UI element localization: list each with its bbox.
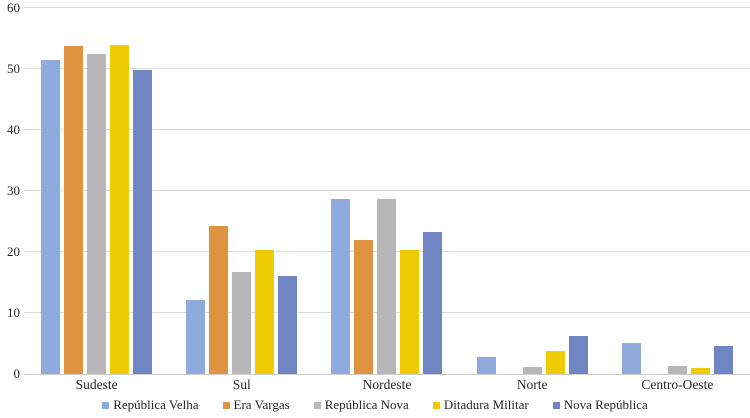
bar-república-velha-sul bbox=[186, 299, 206, 374]
bar-república-velha-centro-oeste bbox=[621, 342, 641, 374]
gridline-y-50 bbox=[24, 68, 750, 69]
y-tick-label-0: 0 bbox=[13, 366, 21, 381]
bar-ditadura-militar-centro-oeste bbox=[690, 367, 710, 374]
bar-era-vargas-sul bbox=[209, 225, 229, 374]
bar-group-norte bbox=[460, 8, 605, 374]
x-category-label-nordeste: Nordeste bbox=[362, 377, 412, 392]
legend: República Velha Era Vargas República Nova D… bbox=[0, 397, 750, 413]
bar-group-centro-oeste bbox=[605, 8, 750, 374]
bar-nova-república-nordeste bbox=[423, 232, 443, 374]
legend-label: República Nova bbox=[324, 397, 409, 412]
legend-swatch-icon bbox=[222, 402, 230, 409]
bar-ditadura-militar-nordeste bbox=[400, 249, 420, 374]
plot-area bbox=[24, 7, 750, 375]
x-category-label-norte: Norte bbox=[516, 377, 548, 392]
y-tick-label-20: 20 bbox=[7, 244, 20, 259]
x-category-label-sudeste: Sudeste bbox=[75, 377, 118, 392]
legend-swatch-icon bbox=[432, 402, 440, 409]
y-tick-label-30: 30 bbox=[7, 183, 20, 198]
x-category-label-sul: Sul bbox=[232, 377, 251, 392]
legend-item-ditadura-militar: Ditadura Militar bbox=[432, 397, 529, 413]
bar-república-velha-sudeste bbox=[41, 59, 61, 374]
bar-ditadura-militar-sul bbox=[255, 249, 275, 374]
gridline-y-30 bbox=[24, 190, 750, 191]
bar-group-nordeste bbox=[314, 8, 459, 374]
legend-label: Nova República bbox=[563, 397, 648, 412]
x-axis-category-labels: Sudeste Sul Nordeste Norte Centro-Oeste bbox=[24, 377, 750, 395]
x-category-label-centro-oeste: Centro-Oeste bbox=[641, 377, 714, 392]
bar-ditadura-militar-norte bbox=[545, 350, 565, 374]
legend-swatch-icon bbox=[313, 402, 321, 409]
bar-nova-república-sudeste bbox=[133, 69, 153, 374]
bar-república-nova-centro-oeste bbox=[667, 366, 687, 374]
legend-swatch-icon bbox=[552, 402, 560, 409]
legend-item-república-nova: República Nova bbox=[313, 397, 409, 413]
y-tick-label-40: 40 bbox=[7, 122, 20, 137]
legend-item-república-velha: República Velha bbox=[102, 397, 199, 413]
gridline-y-40 bbox=[24, 129, 750, 130]
y-tick-label-10: 10 bbox=[7, 305, 20, 320]
bar-república-nova-sudeste bbox=[87, 54, 107, 374]
bar-group-sudeste bbox=[24, 8, 169, 374]
bar-república-velha-nordeste bbox=[331, 198, 351, 374]
bar-nova-república-centro-oeste bbox=[713, 345, 733, 374]
gridline-y-60 bbox=[24, 7, 750, 8]
y-tick-label-60: 60 bbox=[7, 0, 20, 15]
bar-nova-república-sul bbox=[278, 276, 298, 374]
bar-ditadura-militar-sudeste bbox=[110, 45, 130, 374]
bar-república-nova-norte bbox=[522, 366, 542, 374]
legend-label: República Velha bbox=[113, 397, 199, 412]
legend-label: Ditadura Militar bbox=[443, 397, 529, 412]
bar-nova-república-norte bbox=[568, 335, 588, 374]
legend-item-nova-república: Nova República bbox=[552, 397, 648, 413]
bar-república-velha-norte bbox=[476, 356, 496, 374]
bar-era-vargas-sudeste bbox=[64, 45, 84, 374]
legend-label: Era Vargas bbox=[233, 397, 290, 412]
bar-república-nova-sul bbox=[232, 272, 252, 374]
bar-group-sul bbox=[169, 8, 314, 374]
legend-swatch-icon bbox=[102, 402, 110, 409]
bar-república-nova-nordeste bbox=[377, 198, 397, 374]
bar-era-vargas-nordeste bbox=[354, 240, 374, 374]
legend-item-era-vargas: Era Vargas bbox=[222, 397, 290, 413]
y-tick-label-50: 50 bbox=[7, 61, 20, 76]
gridline-y-0 bbox=[24, 374, 750, 375]
